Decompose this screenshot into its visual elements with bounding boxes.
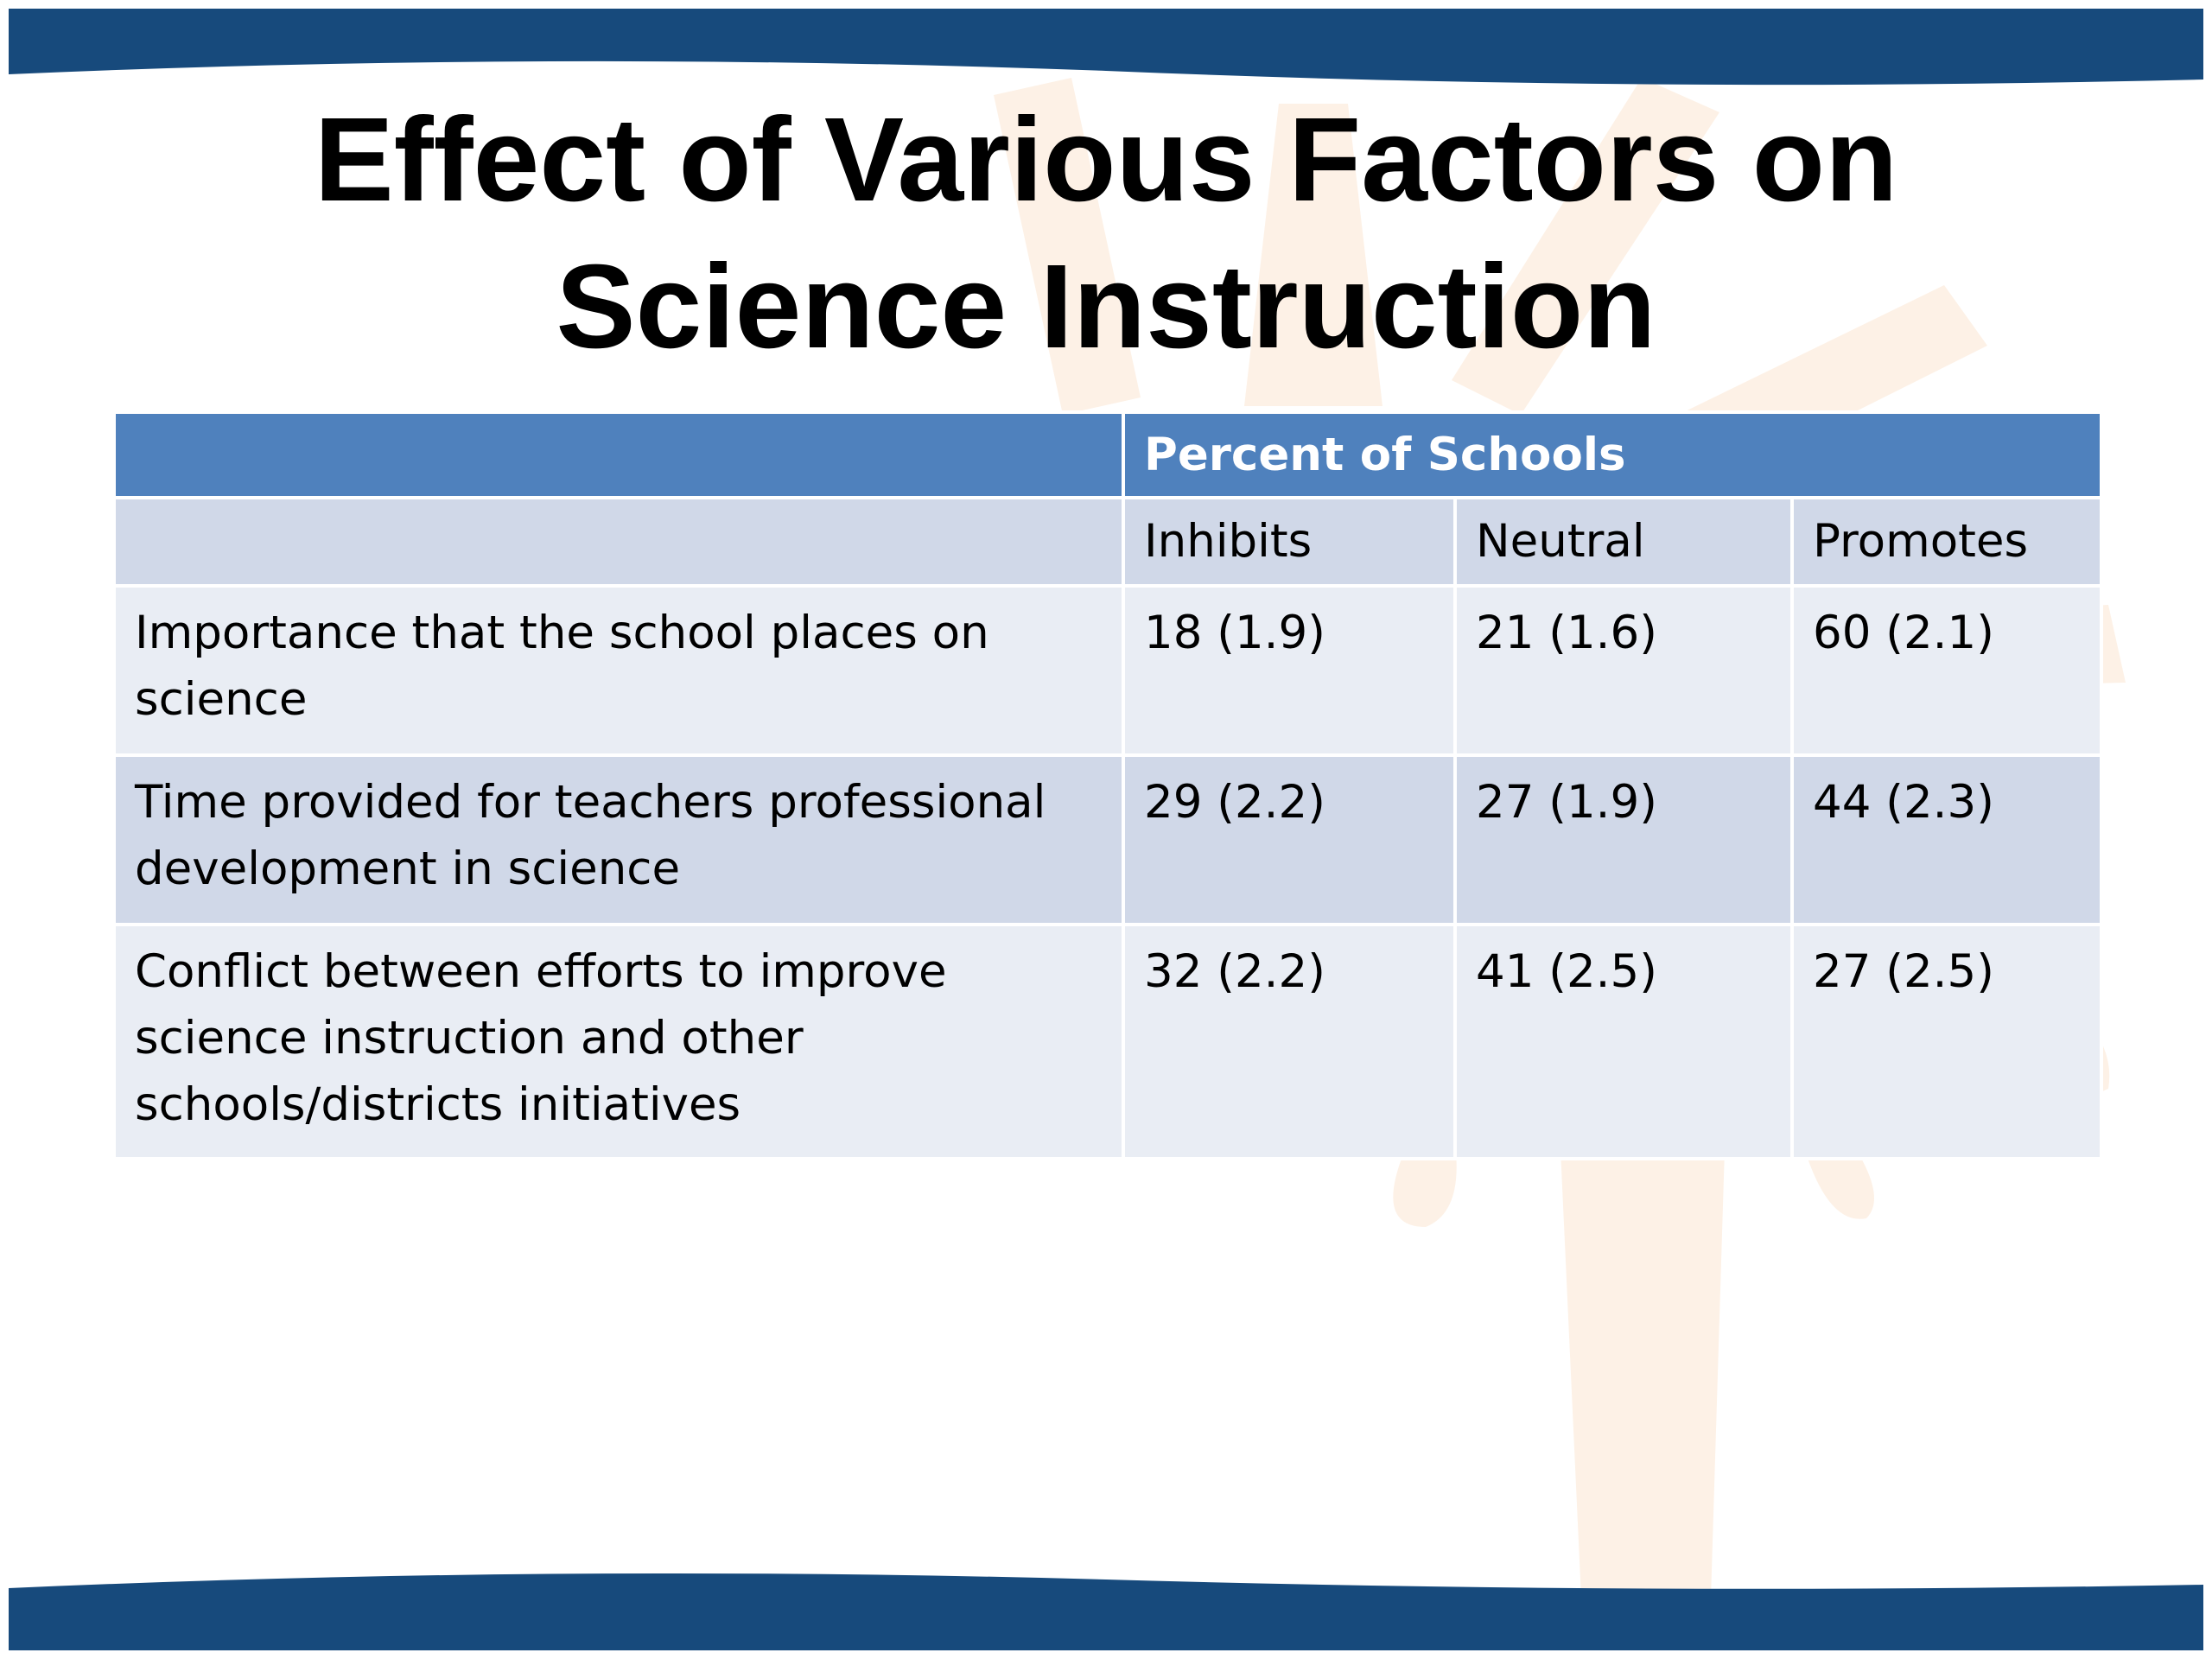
table-row: Time provided for teachers professional … bbox=[112, 753, 2104, 926]
slide-title: Effect of Various Factors on Science Ins… bbox=[0, 86, 2212, 380]
table-row: Conflict between efforts to improve scie… bbox=[112, 923, 2104, 1160]
title-line-1: Effect of Various Factors on bbox=[314, 93, 1898, 226]
table-group-header-row: Percent of Schools bbox=[112, 410, 2104, 499]
promotes-cell: 27 (2.5) bbox=[1789, 923, 2104, 1160]
factors-table-container: Percent of Schools Inhibits Neutral Prom… bbox=[112, 410, 2104, 1160]
neutral-cell: 41 (2.5) bbox=[1453, 923, 1794, 1160]
column-header-inhibits: Inhibits bbox=[1122, 496, 1457, 588]
inhibits-cell: 18 (1.9) bbox=[1122, 584, 1457, 757]
table-column-header-row: Inhibits Neutral Promotes bbox=[112, 496, 2104, 588]
column-header-promotes: Promotes bbox=[1789, 496, 2104, 588]
inhibits-cell: 32 (2.2) bbox=[1122, 923, 1457, 1160]
factor-cell: Importance that the school places on sci… bbox=[112, 584, 1125, 757]
factor-cell: Conflict between efforts to improve scie… bbox=[112, 923, 1125, 1160]
neutral-cell: 21 (1.6) bbox=[1453, 584, 1794, 757]
promotes-cell: 60 (2.1) bbox=[1789, 584, 2104, 757]
neutral-cell: 27 (1.9) bbox=[1453, 753, 1794, 926]
factors-table: Percent of Schools Inhibits Neutral Prom… bbox=[112, 410, 2104, 1160]
table-row: Importance that the school places on sci… bbox=[112, 584, 2104, 757]
bottom-band bbox=[9, 1573, 2203, 1650]
top-band bbox=[9, 9, 2203, 86]
inhibits-cell: 29 (2.2) bbox=[1122, 753, 1457, 926]
factor-cell: Time provided for teachers professional … bbox=[112, 753, 1125, 926]
promotes-cell: 44 (2.3) bbox=[1789, 753, 2104, 926]
percent-of-schools-header: Percent of Schools bbox=[1121, 410, 2104, 499]
header-empty-cell bbox=[112, 410, 1125, 499]
column-header-neutral: Neutral bbox=[1453, 496, 1794, 588]
column-header-empty-cell bbox=[112, 496, 1125, 588]
title-line-2: Science Instruction bbox=[556, 240, 1656, 373]
